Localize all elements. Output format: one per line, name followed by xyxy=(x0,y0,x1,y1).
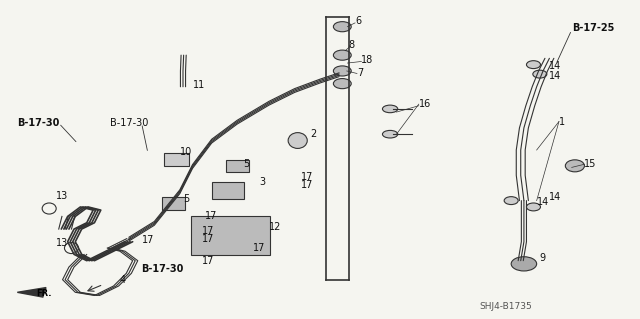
Circle shape xyxy=(383,105,397,113)
Text: 14: 14 xyxy=(537,197,549,207)
FancyBboxPatch shape xyxy=(212,182,244,199)
Ellipse shape xyxy=(527,61,540,69)
Text: 17: 17 xyxy=(202,226,214,236)
Text: 17: 17 xyxy=(205,211,218,221)
Text: 13: 13 xyxy=(56,191,68,201)
Text: 10: 10 xyxy=(180,147,192,157)
Text: 6: 6 xyxy=(356,16,362,26)
Text: SHJ4-B1735: SHJ4-B1735 xyxy=(479,302,532,311)
Text: FR.: FR. xyxy=(36,289,52,298)
Text: 14: 14 xyxy=(549,192,562,203)
Text: 4: 4 xyxy=(119,275,125,285)
Ellipse shape xyxy=(504,197,518,204)
Ellipse shape xyxy=(527,203,540,211)
Text: 17: 17 xyxy=(141,235,154,245)
Text: 12: 12 xyxy=(269,222,282,233)
Text: 16: 16 xyxy=(419,99,431,109)
Ellipse shape xyxy=(333,78,351,89)
Text: 17: 17 xyxy=(301,180,313,190)
Text: B-17-30: B-17-30 xyxy=(109,118,148,128)
Ellipse shape xyxy=(533,70,547,78)
Text: 18: 18 xyxy=(362,55,374,65)
Text: 15: 15 xyxy=(584,159,597,169)
Text: 7: 7 xyxy=(357,68,364,78)
Text: B-17-25: B-17-25 xyxy=(572,23,614,33)
FancyBboxPatch shape xyxy=(191,216,270,255)
Text: 2: 2 xyxy=(310,129,317,139)
Text: 11: 11 xyxy=(193,80,205,90)
Text: 8: 8 xyxy=(349,40,355,50)
Text: 17: 17 xyxy=(253,243,266,253)
Ellipse shape xyxy=(565,160,584,172)
Ellipse shape xyxy=(333,22,351,32)
Text: 1: 1 xyxy=(559,116,565,127)
Text: 14: 14 xyxy=(549,61,562,71)
Text: B-17-30: B-17-30 xyxy=(141,263,184,274)
Text: 14: 14 xyxy=(549,71,562,81)
Ellipse shape xyxy=(288,133,307,148)
Ellipse shape xyxy=(511,257,537,271)
FancyBboxPatch shape xyxy=(226,160,248,172)
Text: 17: 17 xyxy=(202,256,214,266)
FancyBboxPatch shape xyxy=(162,197,185,210)
Text: 13: 13 xyxy=(56,238,68,248)
Text: 5: 5 xyxy=(244,159,250,169)
Text: 5: 5 xyxy=(183,194,189,204)
Ellipse shape xyxy=(333,50,351,60)
Polygon shape xyxy=(17,287,46,297)
Ellipse shape xyxy=(333,66,351,76)
Text: 9: 9 xyxy=(540,253,546,263)
Text: B-17-30: B-17-30 xyxy=(17,118,60,128)
Circle shape xyxy=(383,130,397,138)
FancyBboxPatch shape xyxy=(164,153,189,166)
Text: 3: 3 xyxy=(259,177,266,187)
Text: 17: 17 xyxy=(301,172,313,182)
Text: 17: 17 xyxy=(202,234,214,243)
